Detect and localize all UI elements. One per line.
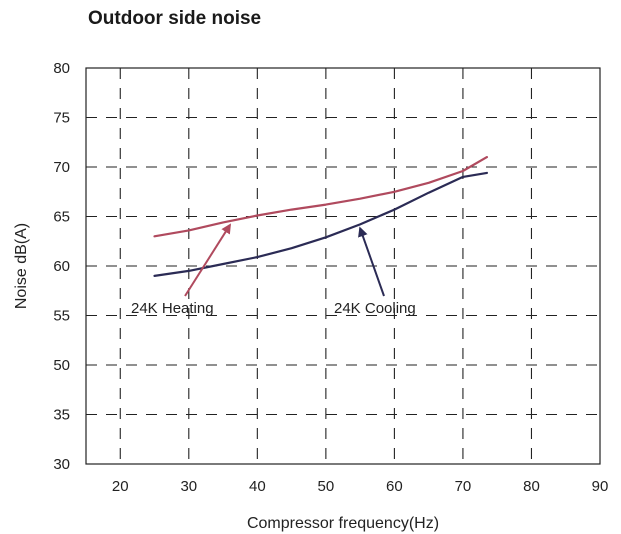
- x-tick-label: 80: [523, 478, 540, 495]
- plot-frame: [85, 67, 601, 465]
- annotations: 24K Heating 24K Cooling: [131, 223, 416, 317]
- series-line-0: [153, 156, 488, 238]
- x-tick-label: 60: [386, 478, 403, 495]
- x-tick-label: 20: [112, 478, 129, 495]
- annotation-label: 24K Cooling: [334, 300, 416, 317]
- y-tick-label: 65: [53, 209, 70, 226]
- grid-lines: [86, 68, 600, 464]
- annotation-label: 24K Heating: [131, 300, 214, 317]
- y-tick-label: 50: [53, 357, 70, 374]
- annotation-arrow: [358, 226, 385, 297]
- x-tick-label: 30: [180, 478, 197, 495]
- y-axis-title: Noise dB(A): [13, 223, 30, 309]
- x-axis-title: Compressor frequency(Hz): [247, 515, 439, 532]
- y-tick-label: 55: [53, 308, 70, 325]
- y-tick-label: 75: [53, 110, 70, 127]
- x-tick-label: 70: [455, 478, 472, 495]
- chart-title: Outdoor side noise: [88, 8, 262, 29]
- x-tick-label: 40: [249, 478, 266, 495]
- y-tick-label: 60: [53, 258, 70, 275]
- series-line-1: [153, 171, 488, 277]
- x-tick-label: 50: [318, 478, 335, 495]
- annotation-arrow: [184, 223, 231, 297]
- y-tick-label: 30: [53, 456, 70, 473]
- x-tick-label: 90: [592, 478, 609, 495]
- data-series: [153, 156, 488, 277]
- y-tick-label: 35: [53, 407, 70, 424]
- tick-labels: 20 30 40 50 60 70 80 90 80 75 70 65 60 55 50 35 30: [53, 60, 608, 495]
- y-tick-label: 80: [53, 60, 70, 77]
- y-tick-label: 70: [53, 159, 70, 176]
